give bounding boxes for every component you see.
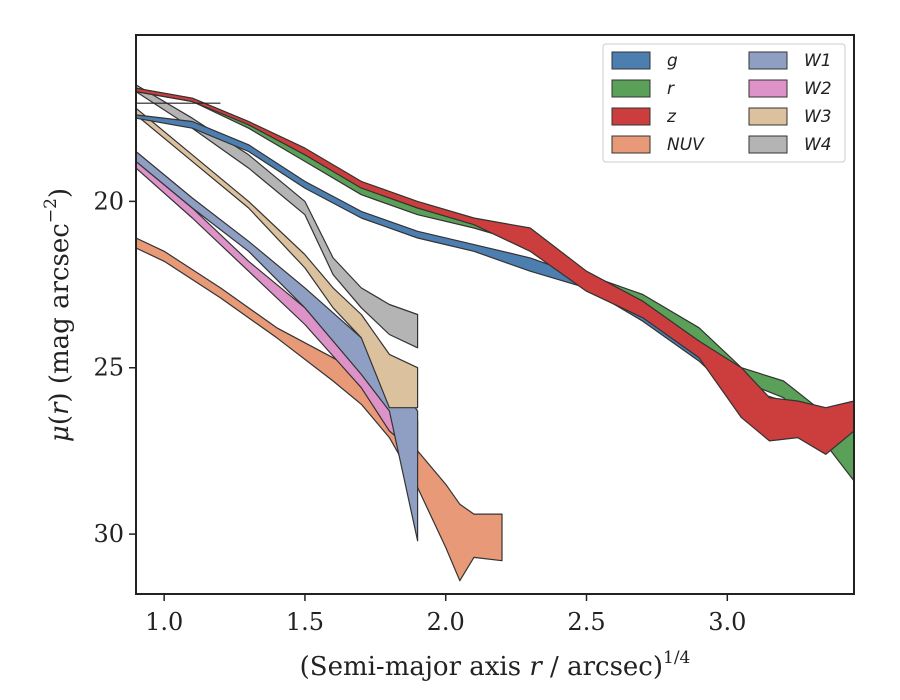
x-tick-label: 3.0 xyxy=(708,608,746,636)
legend-label-nuv: NUV xyxy=(667,135,705,155)
legend-label-w2: W2 xyxy=(804,79,832,99)
series-band-w1 xyxy=(135,150,419,542)
x-axis: 1.0 1.5 2.0 2.5 3.0 xyxy=(145,594,746,636)
y-tick-label: 25 xyxy=(93,354,124,382)
legend-label-w3: W3 xyxy=(804,107,832,127)
series-band-w4 xyxy=(135,84,419,349)
legend-swatch-w1 xyxy=(748,51,788,70)
legend-swatch-z xyxy=(611,107,651,126)
x-tick-label: 2.5 xyxy=(567,608,605,636)
legend-swatch-r xyxy=(611,79,651,98)
x-tick-label: 1.0 xyxy=(145,608,183,636)
legend-label-w4: W4 xyxy=(804,135,832,155)
y-axis-label: μ(r) (mag arcsec−2) xyxy=(41,188,75,442)
y-tick-label: 30 xyxy=(93,520,124,548)
legend-swatch-nuv xyxy=(611,135,651,154)
legend-swatch-w3 xyxy=(748,107,788,126)
series-band-w3 xyxy=(135,107,419,409)
x-axis-label: (Semi-major axis r / arcsec)1/4 xyxy=(300,648,691,682)
x-tick-label: 2.0 xyxy=(427,608,465,636)
legend: grz NUV W1 W2 W3 W4 xyxy=(602,43,846,163)
series-band-nuv xyxy=(135,237,503,582)
legend-label-r: r xyxy=(667,79,675,99)
series-bands xyxy=(135,84,855,582)
legend-label-z: z xyxy=(666,107,677,127)
legend-box xyxy=(602,43,846,163)
legend-swatch-g xyxy=(611,51,651,70)
legend-swatch-w4 xyxy=(748,135,788,154)
plot-frame xyxy=(135,34,855,595)
legend-label-w1: W1 xyxy=(804,51,832,71)
legend-swatch-w2 xyxy=(748,79,788,98)
legend-label-g: g xyxy=(667,51,678,71)
y-axis: 20 25 30 xyxy=(93,187,136,548)
x-tick-label: 1.5 xyxy=(286,608,324,636)
y-tick-label: 20 xyxy=(93,187,124,215)
